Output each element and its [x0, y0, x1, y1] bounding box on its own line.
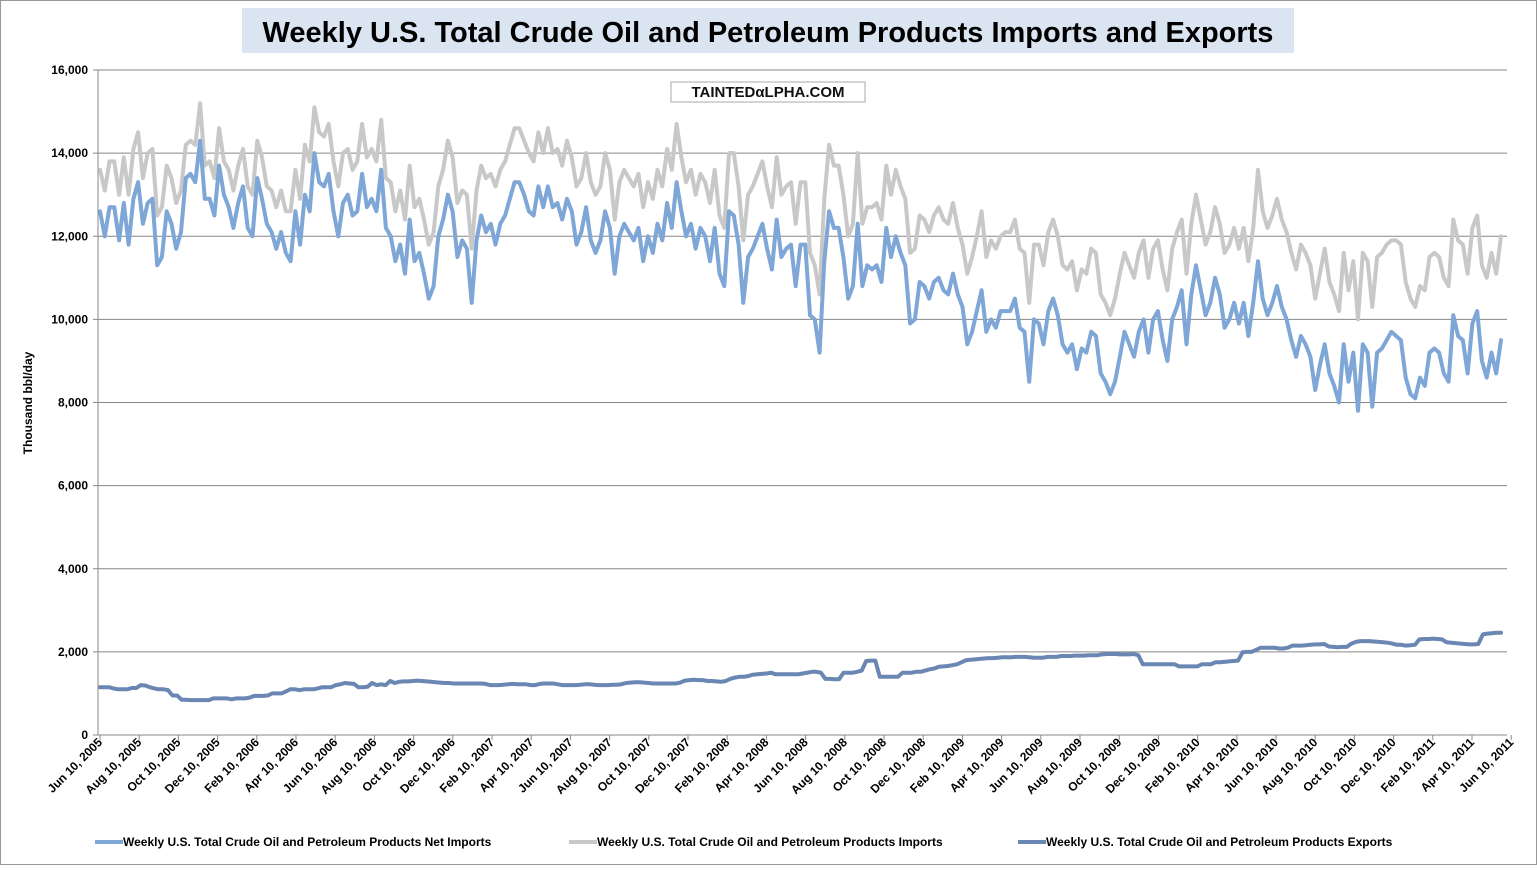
y-tick-labels: 0 2,000 4,000 6,000 8,000 10,000 12,000 14,000 1…: [51, 63, 88, 742]
gridlines: [93, 69, 1507, 736]
y-axis-label: Thousand bbl/day: [21, 351, 35, 454]
watermark-text: TAINTEDαLPHA.COM: [691, 84, 844, 101]
series-lines: [98, 101, 1503, 703]
legend: Weekly U.S. Total Crude Oil and Petroleu…: [95, 835, 1393, 849]
chart-title-background: [242, 8, 1294, 53]
y-tick-label: 10,000: [51, 312, 88, 326]
y-tick-label: 8,000: [58, 396, 88, 410]
legend-label-0: Weekly U.S. Total Crude Oil and Petroleu…: [123, 835, 492, 849]
y-tick-label: 14,000: [51, 146, 88, 160]
watermark: TAINTEDαLPHA.COM: [670, 81, 866, 103]
y-tick-label: 2,000: [58, 645, 88, 659]
legend-label-2: Weekly U.S. Total Crude Oil and Petroleu…: [1046, 835, 1393, 849]
y-tick-label: 4,000: [58, 562, 88, 576]
chart-title: Weekly U.S. Total Crude Oil and Petroleu…: [263, 17, 1274, 49]
legend-label-1: Weekly U.S. Total Crude Oil and Petroleu…: [597, 835, 943, 849]
y-tick-label: 6,000: [58, 479, 88, 493]
series-line-2: [98, 630, 1503, 703]
watermark-box: [670, 81, 866, 103]
y-tick-label: 16,000: [51, 63, 88, 77]
y-tick-label: 12,000: [51, 229, 88, 243]
series-line-1: [98, 101, 1503, 322]
y-tick-label: 0: [81, 728, 88, 742]
series-line-0: [98, 138, 1503, 413]
